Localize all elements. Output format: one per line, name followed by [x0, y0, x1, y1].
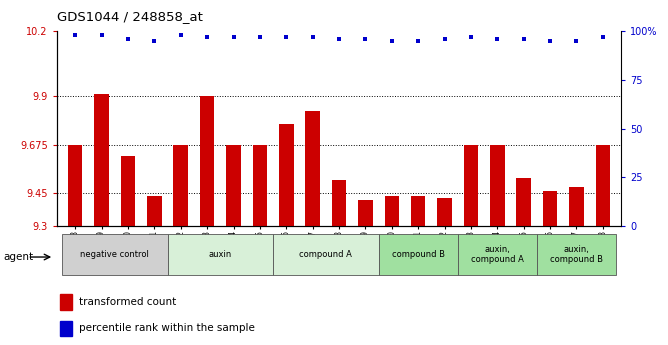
- Text: negative control: negative control: [80, 250, 149, 259]
- Bar: [379, 234, 458, 275]
- Point: [228, 34, 239, 40]
- Bar: [596, 145, 610, 226]
- Point: [413, 38, 424, 43]
- Point: [334, 36, 345, 42]
- Bar: [168, 234, 273, 275]
- Text: compound B: compound B: [391, 250, 445, 259]
- Point: [149, 38, 160, 43]
- Bar: [253, 145, 267, 226]
- Text: transformed count: transformed count: [79, 297, 176, 307]
- Point: [518, 36, 529, 42]
- Bar: [543, 191, 557, 226]
- Bar: [458, 234, 537, 275]
- Bar: [226, 145, 240, 226]
- Text: percentile rank within the sample: percentile rank within the sample: [79, 323, 255, 333]
- Bar: [305, 111, 320, 226]
- Text: auxin,
compound A: auxin, compound A: [471, 245, 524, 264]
- Point: [70, 32, 81, 38]
- Text: compound A: compound A: [299, 250, 352, 259]
- Bar: [200, 96, 214, 226]
- Bar: [537, 234, 616, 275]
- Bar: [147, 196, 162, 226]
- Bar: [358, 200, 373, 226]
- Point: [492, 36, 502, 42]
- Bar: [411, 196, 426, 226]
- Point: [307, 34, 318, 40]
- Bar: [569, 187, 584, 226]
- Point: [386, 38, 397, 43]
- Text: auxin,
compound B: auxin, compound B: [550, 245, 603, 264]
- Bar: [279, 124, 293, 226]
- Point: [255, 34, 265, 40]
- Bar: [174, 145, 188, 226]
- Bar: [438, 198, 452, 226]
- Bar: [516, 178, 531, 226]
- Bar: [385, 196, 399, 226]
- Bar: [464, 145, 478, 226]
- Point: [176, 32, 186, 38]
- Bar: [94, 94, 109, 226]
- Point: [281, 34, 292, 40]
- Text: auxin: auxin: [208, 250, 232, 259]
- Bar: [121, 156, 135, 226]
- Point: [123, 36, 134, 42]
- Bar: [60, 294, 72, 309]
- Bar: [490, 145, 504, 226]
- Point: [466, 34, 476, 40]
- Bar: [273, 234, 379, 275]
- Point: [202, 34, 212, 40]
- Bar: [68, 145, 82, 226]
- Point: [571, 38, 582, 43]
- Bar: [60, 321, 72, 336]
- Text: agent: agent: [3, 252, 33, 262]
- Bar: [332, 180, 346, 226]
- Point: [360, 36, 371, 42]
- Point: [597, 34, 608, 40]
- Text: GDS1044 / 248858_at: GDS1044 / 248858_at: [57, 10, 202, 23]
- Point: [544, 38, 555, 43]
- Point: [96, 32, 107, 38]
- Bar: [62, 234, 168, 275]
- Point: [439, 36, 450, 42]
